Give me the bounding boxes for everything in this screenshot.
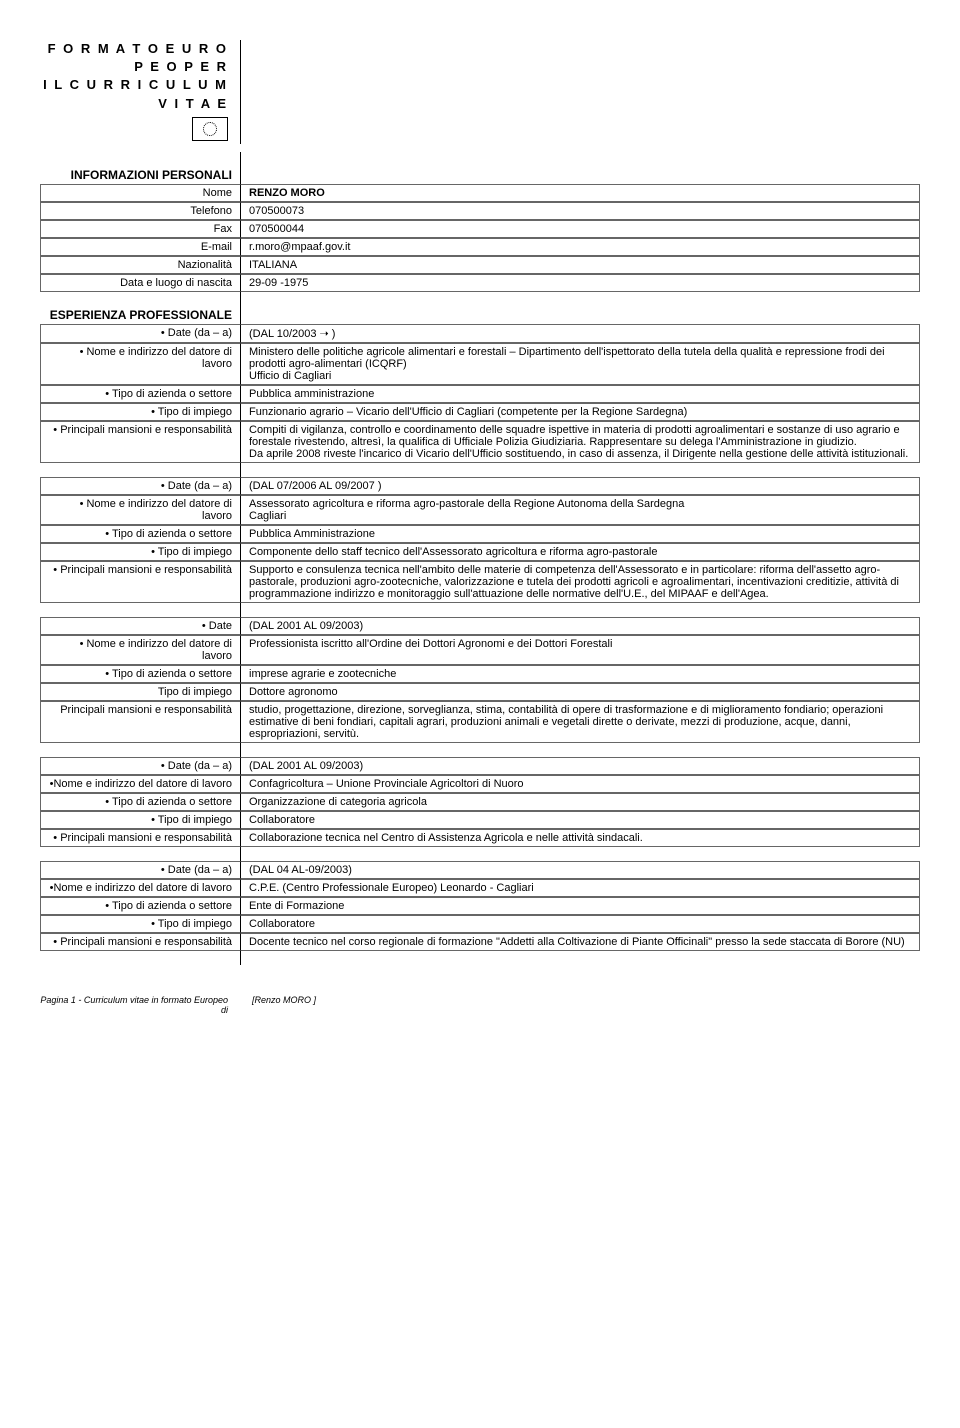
exp-resp-value: Compiti di vigilanza, controllo e coordi… <box>240 421 920 463</box>
exp-employer-value: Assessorato agricoltura e riforma agro-p… <box>240 495 920 525</box>
birth-label: Data e luogo di nascita <box>40 274 240 292</box>
personal-section-title: INFORMAZIONI PERSONALI <box>71 168 232 182</box>
exp-employer-value: Confagricoltura – Unione Provinciale Agr… <box>240 775 920 793</box>
footer-left: Pagina 1 - Curriculum vitae in formato E… <box>40 995 240 1015</box>
fax-value: 070500044 <box>240 220 920 238</box>
exp-date-label: • Date (da – a) <box>40 861 240 879</box>
exp-type-value: Organizzazione di categoria agricola <box>240 793 920 811</box>
exp-role-value: Dottore agronomo <box>240 683 920 701</box>
exp-role-label: • Tipo di impiego <box>40 403 240 421</box>
exp-type-label: • Tipo di azienda o settore <box>40 665 240 683</box>
email-label: E-mail <box>40 238 240 256</box>
name-label: Nome <box>40 184 240 202</box>
exp-role-label: • Tipo di impiego <box>40 811 240 829</box>
exp-type-label: • Tipo di azienda o settore <box>40 897 240 915</box>
exp-date-value: (DAL 04 AL-09/2003) <box>240 861 920 879</box>
nationality-label: Nazionalità <box>40 256 240 274</box>
email-value: r.moro@mpaaf.gov.it <box>240 238 920 256</box>
exp-employer-value: C.P.E. (Centro Professionale Europeo) Le… <box>240 879 920 897</box>
exp-date-value: (DAL 2001 AL 09/2003) <box>240 757 920 775</box>
eu-flag-icon <box>192 117 228 141</box>
exp-resp-label: • Principali mansioni e responsabilità <box>40 561 240 603</box>
exp-type-value: imprese agrarie e zootecniche <box>240 665 920 683</box>
exp-role-label: • Tipo di impiego <box>40 915 240 933</box>
exp-type-value: Pubblica Amministrazione <box>240 525 920 543</box>
exp-date-label: • Date (da – a) <box>40 324 240 343</box>
exp-employer-label: • Nome e indirizzo del datore di lavoro <box>40 343 240 385</box>
exp-role-value: Collaboratore <box>240 915 920 933</box>
exp-resp-value: studio, progettazione, direzione, sorveg… <box>240 701 920 743</box>
exp-resp-label: • Principali mansioni e responsabilità <box>40 933 240 951</box>
exp-date-value: (DAL 07/2006 AL 09/2007 ) <box>240 477 920 495</box>
exp-type-value: Ente di Formazione <box>240 897 920 915</box>
exp-employer-value: Professionista iscritto all'Ordine dei D… <box>240 635 920 665</box>
exp-date-label: • Date (da – a) <box>40 477 240 495</box>
exp-type-label: • Tipo di azienda o settore <box>40 525 240 543</box>
exp-role-value: Collaboratore <box>240 811 920 829</box>
exp-date-value: (DAL 10/2003 ➝ ) <box>240 324 920 343</box>
birth-value: 29-09 -1975 <box>240 274 920 292</box>
exp-date-value: (DAL 2001 AL 09/2003) <box>240 617 920 635</box>
phone-value: 070500073 <box>240 202 920 220</box>
exp-employer-value: Ministero delle politiche agricole alime… <box>240 343 920 385</box>
exp-date-label: • Date (da – a) <box>40 757 240 775</box>
experience-section-title: ESPERIENZA PROFESSIONALE <box>50 308 232 322</box>
exp-employer-label: • Nome e indirizzo del datore di lavoro <box>40 635 240 665</box>
footer-right: [Renzo MORO ] <box>240 995 920 1015</box>
exp-type-label: • Tipo di azienda o settore <box>40 385 240 403</box>
name-value: RENZO MORO <box>240 184 920 202</box>
exp-date-label: • Date <box>40 617 240 635</box>
exp-role-label: Tipo di impiego <box>40 683 240 701</box>
exp-employer-label: • Nome e indirizzo del datore di lavoro <box>40 495 240 525</box>
fax-label: Fax <box>40 220 240 238</box>
nationality-value: ITALIANA <box>240 256 920 274</box>
exp-resp-value: Docente tecnico nel corso regionale di f… <box>240 933 920 951</box>
exp-role-value: Funzionario agrario – Vicario dell'Uffic… <box>240 403 920 421</box>
phone-label: Telefono <box>40 202 240 220</box>
exp-type-label: • Tipo di azienda o settore <box>40 793 240 811</box>
format-title-line2: I L C U R R I C U L U M V I T A E <box>40 76 228 112</box>
exp-resp-label: Principali mansioni e responsabilità <box>40 701 240 743</box>
exp-employer-label: •Nome e indirizzo del datore di lavoro <box>40 879 240 897</box>
exp-resp-label: • Principali mansioni e responsabilità <box>40 421 240 463</box>
format-title-line1: F O R M A T O E U R O P E O P E R <box>40 40 228 76</box>
exp-resp-label: • Principali mansioni e responsabilità <box>40 829 240 847</box>
exp-type-value: Pubblica amministrazione <box>240 385 920 403</box>
exp-resp-value: Collaborazione tecnica nel Centro di Ass… <box>240 829 920 847</box>
exp-employer-label: •Nome e indirizzo del datore di lavoro <box>40 775 240 793</box>
exp-role-value: Componente dello staff tecnico dell'Asse… <box>240 543 920 561</box>
exp-resp-value: Supporto e consulenza tecnica nell'ambit… <box>240 561 920 603</box>
exp-role-label: • Tipo di impiego <box>40 543 240 561</box>
